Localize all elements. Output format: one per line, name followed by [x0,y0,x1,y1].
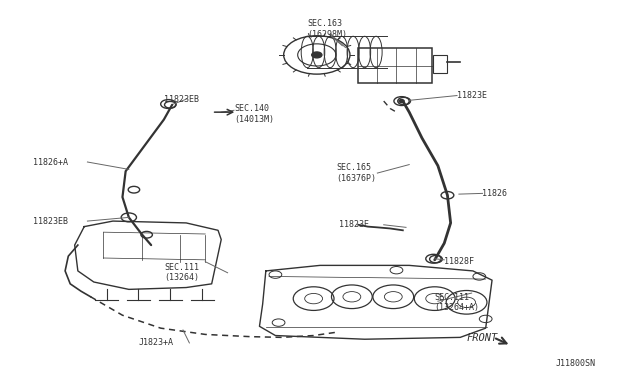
Text: SEC.140
(14013M): SEC.140 (14013M) [234,104,274,124]
Text: 11823E: 11823E [339,220,369,229]
Text: SEC.163
(16298M): SEC.163 (16298M) [307,19,348,39]
Bar [433,55,447,73]
Text: 11826+A: 11826+A [33,157,68,167]
Text: SEC.165
(16376P): SEC.165 (16376P) [336,163,376,183]
Circle shape [312,52,322,58]
Circle shape [399,100,404,103]
Text: J11800SN: J11800SN [556,359,596,368]
Text: FRONT: FRONT [467,333,498,343]
Text: J1823+A: J1823+A [138,339,173,347]
Text: 11826: 11826 [483,189,508,198]
Text: 11823EB: 11823EB [33,217,68,225]
Text: SEC.111
(13264+A): SEC.111 (13264+A) [435,293,480,312]
Text: 11823E: 11823E [457,91,487,100]
Text: 11823EB: 11823EB [164,95,199,104]
Text: 11828F: 11828F [444,257,474,266]
Text: SEC.111
(13264): SEC.111 (13264) [164,263,199,282]
